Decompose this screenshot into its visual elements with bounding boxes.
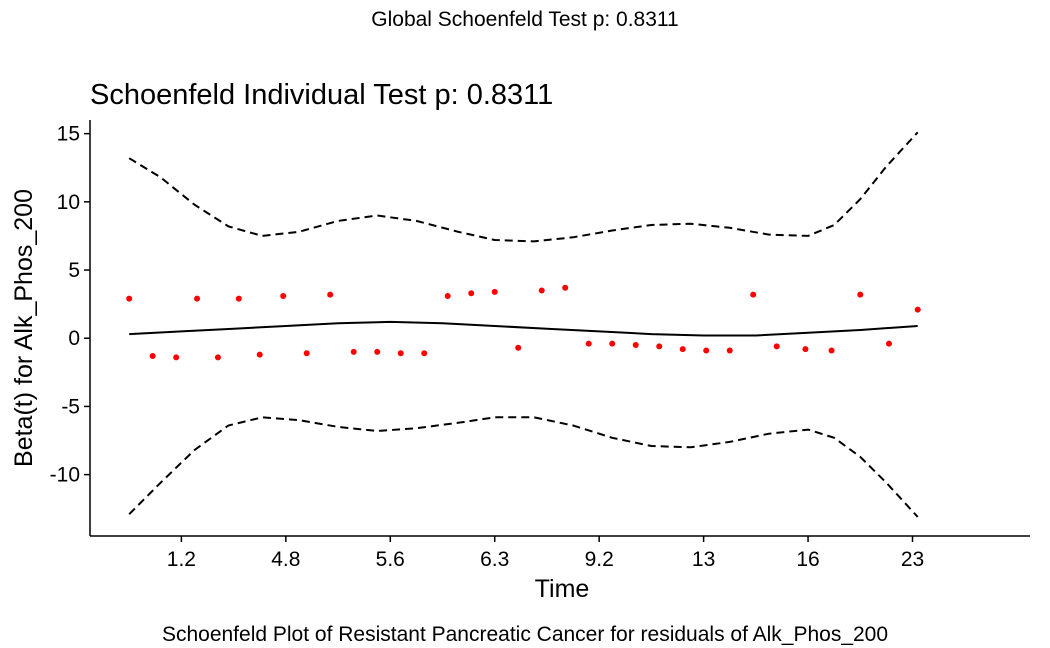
residual-point	[397, 350, 404, 357]
residual-point	[585, 340, 592, 347]
x-axis-label: Time	[535, 575, 590, 603]
y-tick-label: 5	[68, 259, 80, 282]
x-tick-label: 23	[901, 548, 924, 571]
chart-title: Schoenfeld Individual Test p: 0.8311	[90, 79, 553, 111]
y-tick-label: -10	[50, 464, 80, 487]
y-tick-label: 15	[57, 123, 80, 146]
y-tick-label: 0	[68, 327, 80, 350]
x-tick-label: 4.8	[271, 548, 300, 571]
residual-point	[726, 347, 733, 354]
x-tick-label: 9.2	[585, 548, 614, 571]
residual-point	[703, 347, 710, 354]
residual-point	[802, 346, 809, 353]
residual-point	[857, 291, 864, 298]
lower-band-line	[128, 416, 919, 518]
x-tick-label: 5.6	[376, 548, 405, 571]
residual-point	[444, 292, 451, 299]
residual-point	[515, 344, 522, 351]
residual-point	[914, 306, 921, 313]
residual-point	[235, 295, 242, 302]
residual-point	[421, 350, 428, 357]
residual-point	[194, 295, 201, 302]
residual-point	[562, 284, 569, 291]
global-test-header: Global Schoenfeld Test p: 0.8311	[371, 8, 678, 31]
x-tick-label: 16	[796, 548, 819, 571]
residual-points	[126, 284, 921, 361]
upper-band-line	[128, 131, 919, 243]
y-tick-label: 10	[57, 191, 80, 214]
y-axis-label: Beta(t) for Alk_Phos_200	[10, 189, 38, 467]
residual-point	[609, 340, 616, 347]
residual-point	[656, 343, 663, 350]
residual-point	[350, 348, 357, 355]
residual-point	[750, 291, 757, 298]
plot-caption: Schoenfeld Plot of Resistant Pancreatic …	[162, 623, 888, 646]
residual-point	[828, 347, 835, 354]
fit-line	[129, 320, 918, 337]
residual-point	[280, 292, 287, 299]
residual-point	[303, 350, 310, 357]
residual-point	[538, 287, 545, 294]
y-tick-label: -5	[61, 395, 80, 418]
y-axis-ticks: -10 -5 0 5 10 15	[50, 123, 90, 487]
x-axis-ticks: 1.2 4.8 5.6 6.3 9.2 13 16 23	[167, 536, 924, 571]
residual-point	[374, 348, 381, 355]
confidence-bands	[128, 131, 919, 518]
residual-point	[149, 352, 156, 359]
residual-point	[491, 288, 498, 295]
residual-point	[173, 354, 180, 361]
residual-point	[468, 290, 475, 297]
residual-point	[256, 351, 263, 358]
residual-point	[886, 340, 892, 347]
residual-point	[327, 291, 334, 298]
residual-point	[679, 346, 686, 353]
residual-point	[214, 354, 221, 361]
x-tick-label: 1.2	[167, 548, 196, 571]
x-tick-label: 13	[692, 548, 715, 571]
residual-point	[632, 342, 639, 349]
smooth-fit	[129, 320, 918, 337]
residual-point	[773, 343, 780, 350]
x-tick-label: 6.3	[480, 548, 509, 571]
residual-point	[126, 295, 133, 302]
